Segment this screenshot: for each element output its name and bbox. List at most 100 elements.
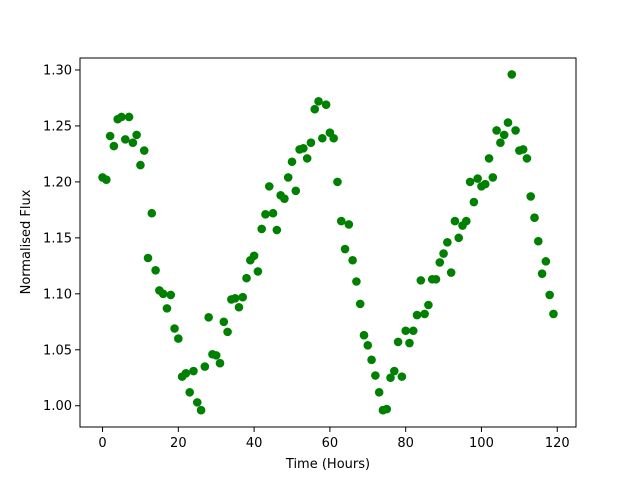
scatter-point <box>488 173 498 182</box>
scatter-point <box>204 313 213 322</box>
scatter-point <box>405 338 414 348</box>
scatter-point <box>469 197 479 207</box>
scatter-point <box>537 269 547 278</box>
scatter-point <box>223 327 232 337</box>
scatter-point <box>102 175 111 184</box>
scatter-point <box>170 324 179 333</box>
scatter-point <box>359 330 369 340</box>
scatter-point <box>287 157 297 167</box>
scatter-point <box>253 267 263 276</box>
scatter-point <box>211 351 221 360</box>
scatter-point <box>386 373 395 383</box>
y-tick-label: 1.10 <box>43 287 72 302</box>
scatter-point <box>238 292 248 302</box>
y-tick-label: 1.15 <box>43 231 72 246</box>
scatter-point <box>321 100 331 109</box>
x-tick-label: 120 <box>545 436 570 451</box>
scatter-point <box>132 130 141 140</box>
y-tick-label: 1.30 <box>43 63 72 78</box>
scatter-point <box>230 293 240 303</box>
scatter-point <box>120 135 130 144</box>
scatter-point <box>480 179 490 189</box>
scatter-point <box>416 276 426 285</box>
scatter-point <box>530 213 539 223</box>
scatter-point <box>158 289 168 299</box>
scatter-point <box>408 326 418 336</box>
scatter-point <box>435 258 445 267</box>
scatter-point <box>446 268 456 277</box>
scatter-point <box>174 334 183 343</box>
scatter-point <box>264 182 274 191</box>
scatter-point <box>492 126 501 135</box>
scatter-point <box>522 154 532 163</box>
scatter-point <box>541 257 551 266</box>
scatter-point <box>185 388 194 397</box>
x-tick-label: 80 <box>397 436 414 451</box>
scatter-point <box>151 266 160 275</box>
scatter-point <box>181 368 191 378</box>
scatter-point <box>443 238 452 247</box>
scatter-point <box>465 177 475 187</box>
scatter-point <box>374 388 384 397</box>
scatter-point <box>397 372 407 381</box>
scatter-point <box>318 133 327 143</box>
scatter-point <box>189 366 198 376</box>
scatter-point <box>147 208 157 218</box>
x-tick-label: 60 <box>322 436 339 451</box>
scatter-point <box>496 138 505 148</box>
scatter-point <box>420 309 429 319</box>
y-tick-label: 1.25 <box>43 119 72 134</box>
scatter-point <box>336 216 346 226</box>
scatter-point <box>249 251 259 261</box>
scatter-point <box>105 131 115 141</box>
scatter-point <box>333 177 342 187</box>
y-tick-label: 1.00 <box>43 399 72 414</box>
scatter-point <box>200 362 210 371</box>
scatter-point <box>363 340 373 350</box>
scatter-point <box>355 299 365 309</box>
scatter-point <box>283 173 293 182</box>
scatter-point <box>219 317 229 327</box>
scatter-point <box>257 224 266 234</box>
scatter-point <box>499 130 509 140</box>
scatter-point <box>371 371 380 380</box>
scatter-point <box>390 366 399 376</box>
scatter-point <box>302 154 312 163</box>
scatter-point <box>507 70 517 79</box>
scatter-point <box>291 186 301 196</box>
scatter-point <box>393 337 403 347</box>
scatter-point <box>268 208 278 218</box>
scatter-point <box>310 104 320 114</box>
axes-frame <box>79 57 577 428</box>
scatter-point <box>526 192 536 201</box>
scatter-point <box>234 302 244 312</box>
scatter-point <box>261 210 270 219</box>
scatter-point <box>117 112 126 122</box>
scatter-point <box>162 304 172 313</box>
scatter-point <box>340 244 350 254</box>
scatter-point <box>503 118 513 127</box>
scatter-point <box>382 404 392 414</box>
x-tick-label: 100 <box>469 436 494 451</box>
scatter-point <box>314 97 323 106</box>
scatter-point <box>166 290 176 300</box>
scatter-point <box>352 277 361 286</box>
scatter-point <box>136 160 145 170</box>
scatter-point <box>306 138 316 148</box>
scatter-point <box>272 225 282 235</box>
scatter-point <box>242 273 251 283</box>
y-tick-label: 1.20 <box>43 175 72 190</box>
scatter-point <box>454 233 464 243</box>
scatter-point <box>143 253 153 263</box>
scatter-point <box>533 236 543 246</box>
scatter-point <box>401 326 410 336</box>
scatter-point <box>412 310 422 320</box>
scatter-point <box>431 274 441 284</box>
scatter-point <box>367 355 376 365</box>
scatter-point <box>545 290 554 300</box>
scatter-point <box>450 216 460 226</box>
scatter-point <box>215 358 225 368</box>
scatter-point <box>124 112 134 122</box>
